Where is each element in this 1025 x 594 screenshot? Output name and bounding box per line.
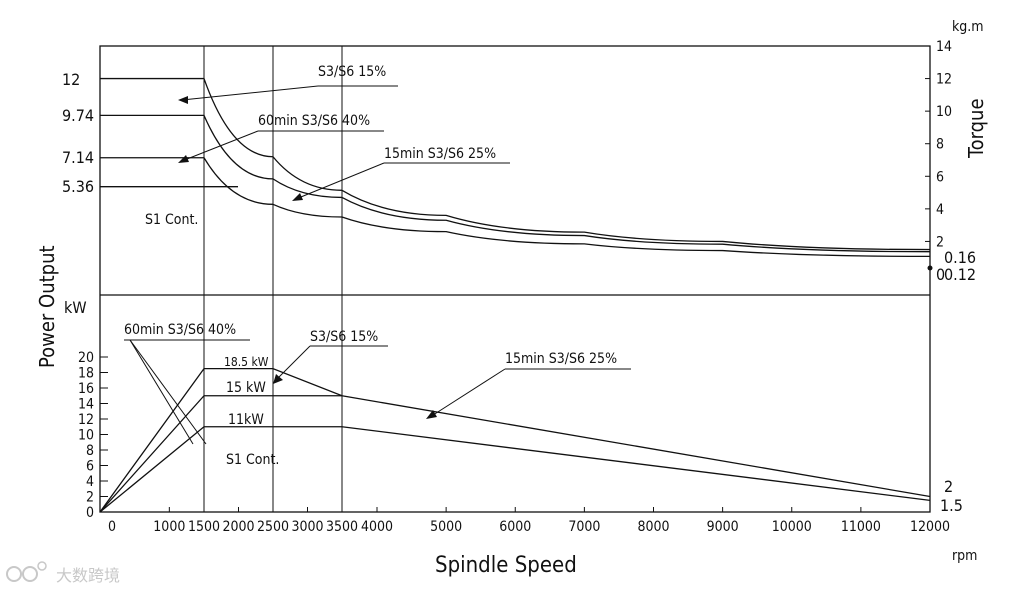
power-annotation: S1 Cont. bbox=[226, 452, 279, 468]
annotation-arrow bbox=[129, 339, 207, 445]
x-axis-title: Spindle Speed bbox=[435, 553, 577, 578]
torque-series-line bbox=[100, 77, 931, 251]
power-level-label: 15 kW bbox=[226, 380, 266, 396]
annotation-arrow bbox=[181, 130, 259, 162]
power-series-line bbox=[99, 367, 931, 513]
power-curves bbox=[99, 367, 931, 513]
torque-axis-title: Torque bbox=[964, 98, 988, 159]
torque-tick-label: 10 bbox=[936, 104, 952, 120]
watermark-text: 大数跨境 bbox=[56, 566, 120, 585]
torque-annotation: 15min S3/S6 25% bbox=[384, 146, 496, 162]
power-tick-label: 0 bbox=[86, 505, 94, 521]
x-axis-ticks: 0 1000 1500 2000 2500 3000 3500 4000 5000 6000 700… bbox=[99, 507, 950, 535]
torque-annotation: S1 Cont. bbox=[145, 212, 198, 228]
annotation-arrow bbox=[181, 85, 319, 101]
torque-tick-label: 4 bbox=[936, 202, 944, 218]
arrowhead bbox=[273, 374, 283, 384]
annotation-arrow bbox=[295, 162, 385, 200]
x-tick-label: 2000 bbox=[222, 519, 254, 535]
power-unit: kW bbox=[64, 298, 87, 317]
annotation-arrow bbox=[275, 345, 311, 381]
x-tick-label: 11000 bbox=[841, 519, 881, 535]
torque-end-label: 0.12 bbox=[944, 265, 976, 284]
power-end-label: 2 bbox=[944, 477, 953, 496]
x-tick-label: 1000 bbox=[153, 519, 185, 535]
torque-curves bbox=[100, 77, 931, 258]
torque-left-label: 5.36 bbox=[62, 177, 94, 196]
x-tick-label: 12000 bbox=[910, 519, 950, 535]
torque-tick-label: 8 bbox=[936, 137, 944, 153]
power-tick-label: 2 bbox=[86, 490, 94, 506]
power-annotation: 15min S3/S6 25% bbox=[505, 351, 617, 367]
torque-series-line bbox=[100, 114, 931, 253]
x-tick-label: 1500 bbox=[188, 519, 220, 535]
torque-tick-label: 12 bbox=[936, 72, 952, 88]
arrowhead bbox=[292, 193, 303, 201]
power-tick-label: 18 bbox=[78, 366, 94, 382]
power-tick-label: 4 bbox=[86, 474, 94, 490]
x-tick-label: 8000 bbox=[637, 519, 669, 535]
torque-axis-ticks: 2 4 6 8 10 12 14 bbox=[925, 39, 952, 250]
arrowhead bbox=[178, 96, 188, 104]
power-tick-label: 8 bbox=[86, 443, 94, 459]
torque-tick-label: 14 bbox=[936, 39, 952, 55]
power-tick-label: 6 bbox=[86, 459, 94, 475]
power-tick-label: 20 bbox=[78, 350, 94, 366]
x-tick-label: 4000 bbox=[361, 519, 393, 535]
torque-unit: kg.m bbox=[952, 19, 984, 35]
power-tick-label: 16 bbox=[78, 381, 94, 397]
power-series-line bbox=[99, 426, 931, 513]
torque-tick-label: 2 bbox=[936, 234, 944, 250]
torque-left-label: 7.14 bbox=[62, 148, 94, 167]
annotation-arrow bbox=[429, 368, 506, 418]
power-tick-label: 14 bbox=[78, 397, 94, 413]
x-tick-label: 6000 bbox=[499, 519, 531, 535]
power-series-line bbox=[99, 395, 342, 513]
torque-end-label: 0 bbox=[936, 265, 945, 284]
power-annotation: S3/S6 15% bbox=[310, 329, 378, 345]
torque-annotation: S3/S6 15% bbox=[318, 64, 386, 80]
power-end-label: 1.5 bbox=[940, 496, 963, 515]
x-tick-label: 5000 bbox=[430, 519, 462, 535]
torque-tick-label: 6 bbox=[936, 169, 944, 185]
watermark-logo bbox=[6, 561, 47, 582]
torque-left-label: 9.74 bbox=[62, 106, 94, 125]
torque-end-label: 0.16 bbox=[944, 248, 976, 267]
power-tick-label: 12 bbox=[78, 412, 94, 428]
torque-annotation: 60min S3/S6 40% bbox=[258, 113, 370, 129]
x-tick-label: 9000 bbox=[707, 519, 739, 535]
annotation-arrow bbox=[129, 339, 194, 445]
arrowhead bbox=[426, 410, 437, 419]
torque-series-line bbox=[100, 157, 931, 258]
x-tick-label: 2500 bbox=[257, 519, 289, 535]
power-axis-title: Power Output bbox=[35, 245, 59, 368]
arrowhead bbox=[178, 155, 189, 163]
plot-frame bbox=[99, 45, 931, 513]
x-axis-unit: rpm bbox=[952, 548, 977, 564]
power-level-label: 11kW bbox=[228, 412, 264, 428]
torque-end-dot bbox=[927, 265, 933, 271]
x-tick-label: 0 bbox=[108, 519, 116, 535]
x-tick-label: 3000 bbox=[291, 519, 323, 535]
x-tick-label: 7000 bbox=[568, 519, 600, 535]
x-tick-label: 3500 bbox=[326, 519, 358, 535]
power-level-label: 18.5 kW bbox=[224, 355, 269, 369]
x-tick-label: 10000 bbox=[772, 519, 812, 535]
torque-left-label: 12 bbox=[62, 70, 80, 89]
power-annotation: 60min S3/S6 40% bbox=[124, 322, 236, 338]
power-tick-label: 10 bbox=[78, 428, 94, 444]
